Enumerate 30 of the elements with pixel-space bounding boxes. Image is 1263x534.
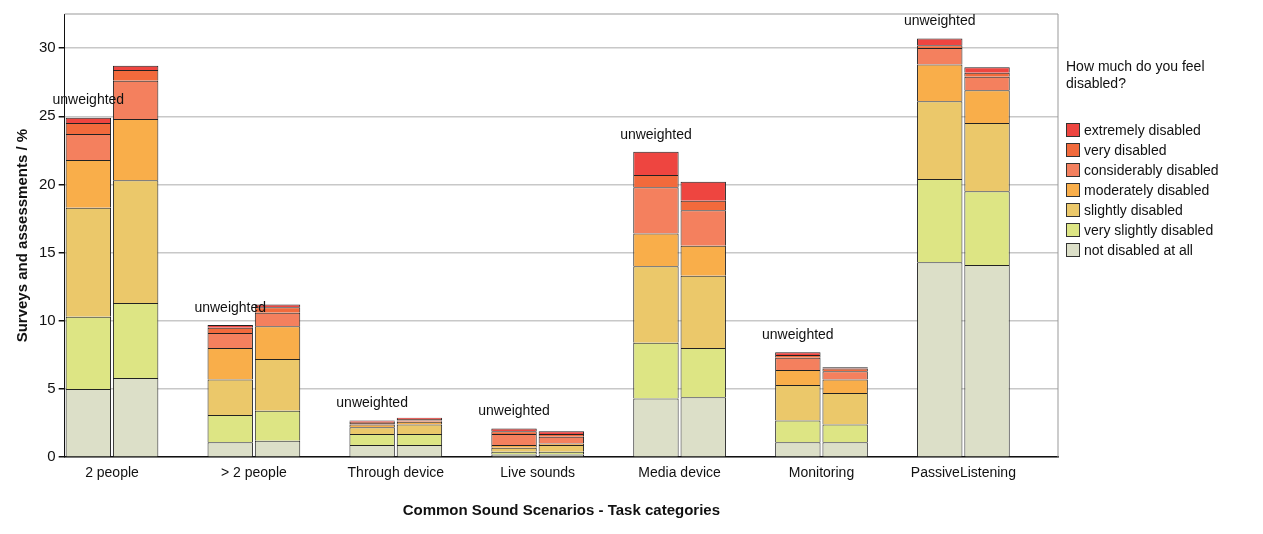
y-tick-label: 20 [39,174,56,192]
annotation: unweighted [762,326,834,343]
legend-label: moderately disabled [1084,182,1210,198]
x-tick-label: Monitoring [788,464,855,481]
annotation: unweighted [620,125,692,142]
legend-label: considerably disabled [1084,162,1219,178]
x-tick-label: Through device [347,464,445,481]
x-tick-label: PassiveListening [910,464,1016,481]
y-tick-label: 10 [39,310,56,328]
y-tick-label: 30 [39,38,56,56]
annotation: unweighted [336,394,408,411]
annotation: unweighted [903,12,976,29]
y-tick-label: 0 [47,447,56,465]
legend-label: very disabled [1084,142,1167,158]
x-tick-label: Live sounds [500,464,576,481]
legend-label: not disabled at all [1084,242,1193,258]
annotation: unweighted [194,298,267,315]
x-axis-title: Common Sound Scenarios - Task categories [402,501,720,519]
y-tick-label: 25 [39,106,56,124]
y-tick-label: 5 [47,379,56,397]
y-axis-title: Surveys and assessments / % [13,128,31,343]
legend-title: How much do you feel disabled? [1066,58,1206,92]
x-tick-label: Media device [638,464,722,481]
y-tick-label: 15 [39,242,56,260]
x-tick-label: > 2 people [220,464,287,481]
legend-label: slightly disabled [1084,202,1183,218]
legend-label: extremely disabled [1084,122,1201,138]
x-tick-label: 2 people [85,464,140,481]
legend-label: very slightly disabled [1084,222,1214,238]
annotation: unweighted [478,402,550,419]
